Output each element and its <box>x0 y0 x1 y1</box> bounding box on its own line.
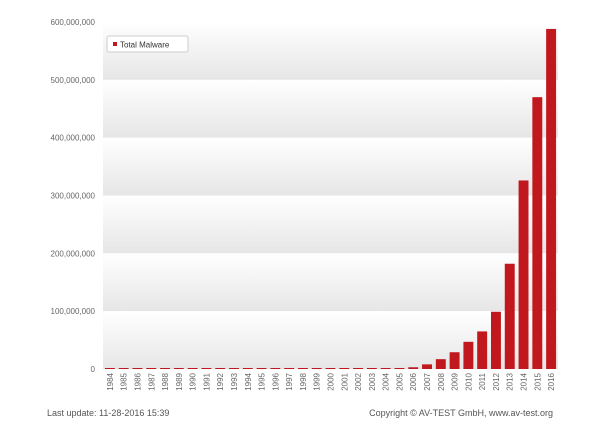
x-tick-label: 2000 <box>327 372 336 390</box>
legend-swatch <box>113 42 117 46</box>
bar-2003 <box>366 368 377 369</box>
x-tick-label: 2006 <box>409 372 418 390</box>
bar-1993 <box>229 368 239 369</box>
bar-1984 <box>104 368 115 369</box>
bar-2005 <box>394 368 405 369</box>
y-tick-label: 200,000,000 <box>51 249 96 258</box>
bar-2002 <box>353 368 364 369</box>
bar-1991 <box>201 368 212 369</box>
bar-1987 <box>146 368 157 369</box>
bar-2009 <box>449 352 460 369</box>
bar-2011 <box>477 331 488 369</box>
bar-2013 <box>504 263 515 369</box>
x-tick-label: 1987 <box>147 372 156 390</box>
x-tick-label: 1998 <box>299 372 308 390</box>
x-tick-label: 2014 <box>520 372 529 390</box>
x-tick-label: 1988 <box>161 372 170 390</box>
bar-2010 <box>463 341 474 369</box>
bar-1997 <box>284 368 295 369</box>
bar-2015 <box>532 97 543 370</box>
bar-1985 <box>118 368 129 369</box>
bar-2007 <box>422 364 432 369</box>
bar-1992 <box>215 368 226 369</box>
bar-2008 <box>435 359 446 369</box>
copyright-text: Copyright © AV-TEST GmbH, www.av-test.or… <box>369 408 553 418</box>
bar-1994 <box>242 368 253 369</box>
bar-2001 <box>339 368 350 369</box>
x-tick-label: 2011 <box>478 372 487 390</box>
y-tick-label: 300,000,000 <box>51 192 96 201</box>
x-tick-label: 2002 <box>354 372 363 390</box>
x-tick-label: 2008 <box>437 372 446 390</box>
x-tick-label: 2015 <box>533 372 542 390</box>
x-tick-label: 2005 <box>395 372 404 390</box>
x-tick-label: 2010 <box>464 372 473 390</box>
x-tick-label: 1990 <box>189 372 198 390</box>
x-tick-label: 2012 <box>492 372 501 390</box>
legend: Total Malware <box>106 35 189 53</box>
grid-band <box>103 79 558 138</box>
x-tick-label: 2016 <box>547 372 556 390</box>
x-tick-label: 1999 <box>313 372 322 390</box>
grid-band <box>103 253 558 312</box>
x-tick-label: 2013 <box>506 372 515 390</box>
legend-label: Total Malware <box>120 41 170 50</box>
x-tick-label: 1993 <box>230 372 239 390</box>
bar-1995 <box>256 368 267 369</box>
x-tick-label: 2004 <box>382 372 391 390</box>
bar-2000 <box>325 368 336 369</box>
y-tick-label: 400,000,000 <box>51 134 96 143</box>
bar-1996 <box>270 368 281 369</box>
x-tick-label: 1992 <box>216 372 225 390</box>
bar-1989 <box>173 368 184 369</box>
grid-band <box>103 137 558 196</box>
bar-2016 <box>546 28 557 369</box>
x-tick-label: 2009 <box>451 372 460 390</box>
bar-2012 <box>490 311 501 369</box>
legend-box <box>106 35 189 53</box>
bar-1986 <box>132 368 143 369</box>
y-tick-label: 600,000,000 <box>51 18 96 27</box>
bar-1998 <box>297 368 308 369</box>
y-tick-label: 100,000,000 <box>51 307 96 316</box>
x-tick-label: 2001 <box>340 372 349 390</box>
x-tick-label: 1984 <box>106 372 115 390</box>
x-tick-label: 1995 <box>258 372 267 390</box>
x-tick-label: 1991 <box>202 372 211 390</box>
y-tick-label: 500,000,000 <box>51 76 96 85</box>
y-tick-label: 0 <box>91 365 96 374</box>
x-tick-label: 1994 <box>244 372 253 390</box>
bar-2014 <box>518 180 529 369</box>
bar-1988 <box>160 368 171 369</box>
x-tick-label: 1989 <box>175 372 184 390</box>
x-tick-label: 1997 <box>285 372 294 390</box>
last-update-text: Last update: 11-28-2016 15:39 <box>47 408 170 418</box>
x-tick-label: 2003 <box>368 372 377 390</box>
x-tick-label: 1996 <box>271 372 280 390</box>
x-tick-label: 2007 <box>423 372 432 390</box>
bar-1990 <box>187 368 198 369</box>
x-tick-label: 1986 <box>133 372 142 390</box>
grid-band <box>103 195 558 254</box>
bar-2004 <box>380 368 391 369</box>
grid-band <box>103 311 558 369</box>
x-tick-label: 1985 <box>120 372 129 390</box>
bar-2006 <box>408 367 419 369</box>
bar-1999 <box>311 368 322 369</box>
